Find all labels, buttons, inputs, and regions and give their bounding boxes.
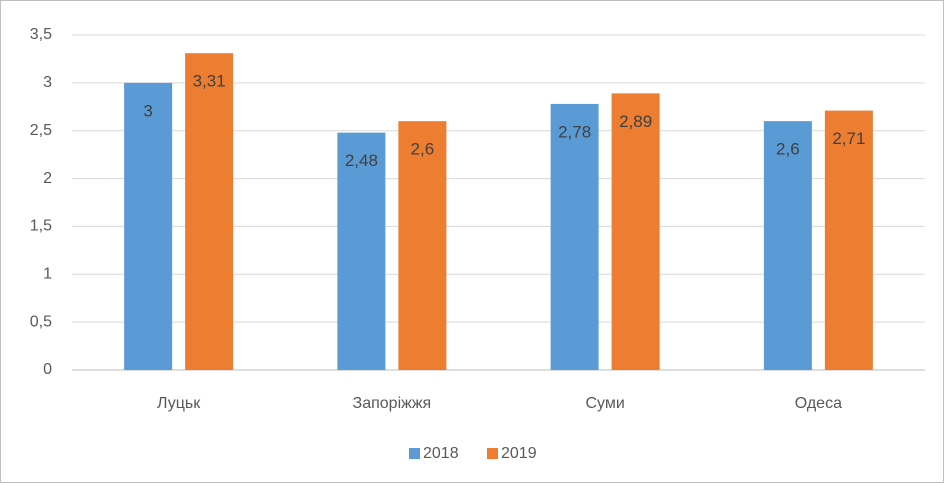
bar (398, 121, 447, 371)
x-tick-label: Запоріжжя (353, 395, 432, 412)
value-label: 2,89 (619, 112, 652, 131)
value-label: 2,48 (345, 151, 378, 170)
bar (824, 110, 873, 370)
y-tick-label: 2,5 (30, 122, 52, 139)
y-tick-label: 3,5 (30, 26, 52, 43)
value-label: 2,6 (411, 140, 435, 159)
y-tick-label: 0,5 (30, 313, 52, 330)
legend-label: 2019 (501, 445, 537, 462)
x-tick-label: Одеса (795, 395, 842, 412)
value-label: 2,71 (832, 129, 865, 148)
x-tick-label: Луцьк (157, 395, 201, 412)
bar (185, 53, 234, 370)
x-tick-label: Суми (585, 395, 624, 412)
bar (337, 132, 386, 370)
legend-swatch (487, 448, 498, 459)
legend-label: 2018 (423, 445, 459, 462)
y-tick-label: 3 (43, 74, 52, 91)
value-label: 3 (143, 101, 152, 120)
y-tick-label: 2 (43, 170, 52, 187)
value-label: 3,31 (193, 72, 226, 91)
bar (763, 121, 812, 371)
value-label: 2,78 (558, 122, 591, 141)
bar (550, 103, 599, 371)
legend-swatch (409, 448, 420, 459)
y-tick-label: 0 (43, 361, 52, 378)
y-tick-label: 1 (43, 266, 52, 283)
value-label: 2,6 (776, 140, 800, 159)
bar (124, 82, 173, 370)
bar (611, 93, 660, 370)
y-tick-label: 1,5 (30, 218, 52, 235)
